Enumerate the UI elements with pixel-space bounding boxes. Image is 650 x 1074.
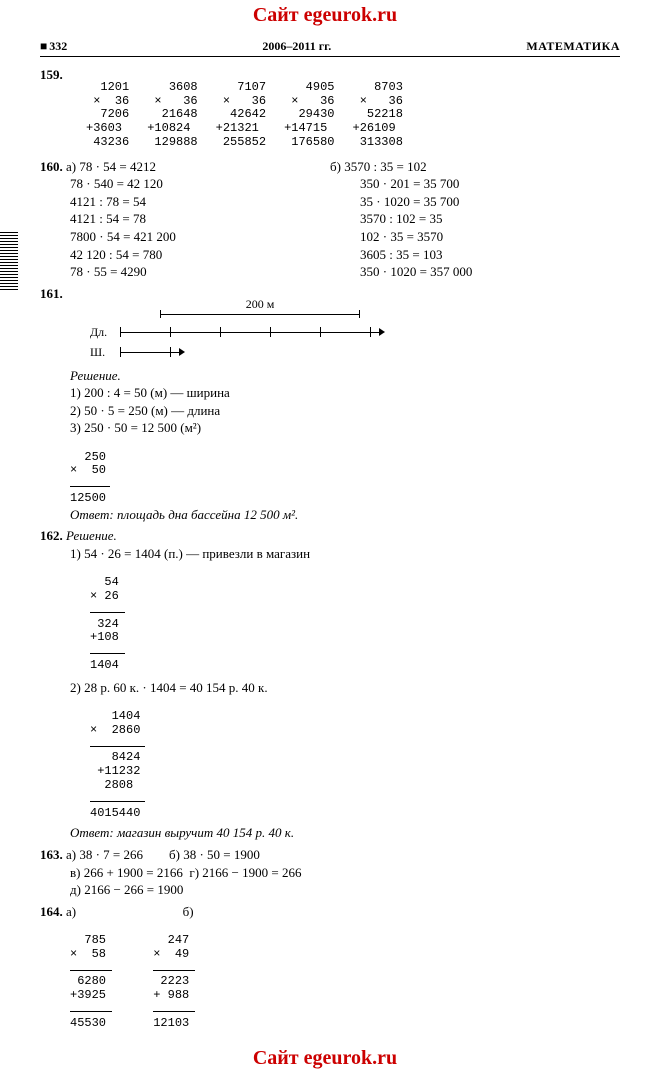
problem-162: 162. Решение. 1) 54 · 26 = 1404 (п.) — п… [40,527,620,842]
problem-number: 164. [40,904,63,919]
calc-161: 250 × 50 12500 [40,437,620,506]
problem-number: 163. [40,847,63,862]
problem-number: 161. [40,286,63,301]
calc-164-b: 247 × 49 2223 + 988 12103 [153,920,196,1030]
problem-159: 159. 1201 × 36 7206 +3603 43236 3608 × 3… [40,67,620,150]
problem-163: 163. а) 38 · 7 = 266 б) 38 · 50 = 1900 в… [40,846,620,899]
watermark-bottom: Сайт egeurok.ru [0,1043,650,1074]
answer-text: Ответ: площадь дна бассейна 12 500 м². [40,506,620,524]
problem-164: 164. а) б) 785 × 58 6280 +3925 45530 247… [40,903,620,1031]
calc-162-1: 54 × 26 324 +108 1404 [40,562,620,672]
length-diagram: 200 м Дл. Ш. [90,308,620,360]
page-header: 332 2006–2011 гг. МАТЕМАТИКА [40,39,620,57]
problem-number: 160. [40,159,63,174]
year-range: 2006–2011 гг. [262,39,331,54]
solution-label: Решение. [40,367,620,385]
mult-col-5: 8703 × 36 52218 +26109 313308 [352,67,402,150]
page-edge-stripes [0,230,18,290]
calc-164-a: 785 × 58 6280 +3925 45530 [70,920,113,1030]
mult-col-4: 4905 × 36 29430 +14715 176580 [284,67,334,150]
calc-162-2: 1404 × 2860 8424 +11232 2808 4015440 [40,696,620,820]
mult-col-2: 3608 × 36 21648 +10824 129888 [147,67,197,150]
page-number: 332 [40,39,67,54]
problem-number: 162. [40,528,63,543]
mult-col-3: 7107 × 36 42642 +21321 255852 [216,67,266,150]
problem-160: 160. а) 78 · 54 = 4212 78 · 540 = 42 120… [40,158,620,281]
problem-number: 159. [40,67,68,150]
watermark-top: Сайт egeurok.ru [0,0,650,31]
answer-text: Ответ: магазин выручит 40 154 р. 40 к. [40,824,620,842]
problem-161: 161. 200 м Дл. [40,285,620,524]
page-content: 332 2006–2011 гг. МАТЕМАТИКА 159. 1201 ×… [0,31,650,1043]
subject-label: МАТЕМАТИКА [526,39,620,54]
mult-col-1: 1201 × 36 7206 +3603 43236 [86,67,129,150]
